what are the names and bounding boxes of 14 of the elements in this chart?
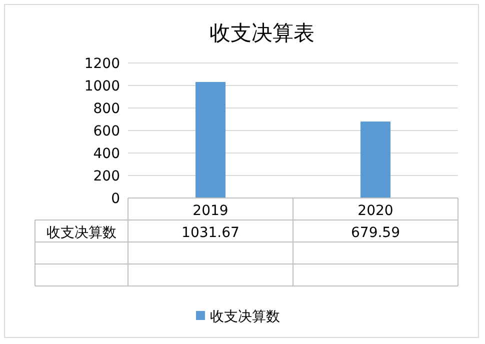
y-tick-label: 1000	[84, 78, 120, 94]
chart-title: 收支决算表	[210, 21, 314, 45]
x-tick-label: 2019	[192, 203, 228, 219]
data-label: 679.59	[351, 225, 400, 241]
y-tick-label: 0	[111, 191, 120, 207]
y-tick-label: 1200	[84, 56, 120, 72]
y-tick-label: 800	[93, 101, 120, 117]
y-tick-label: 200	[93, 168, 120, 184]
text: 收支决算数	[46, 225, 116, 241]
y-tick-label: 400	[93, 146, 120, 162]
data-label: 1031.67	[182, 225, 240, 241]
x-tick-label: 2020	[358, 203, 394, 219]
legend-label: 收支决算数	[210, 309, 280, 325]
y-tick-label: 600	[93, 124, 120, 140]
